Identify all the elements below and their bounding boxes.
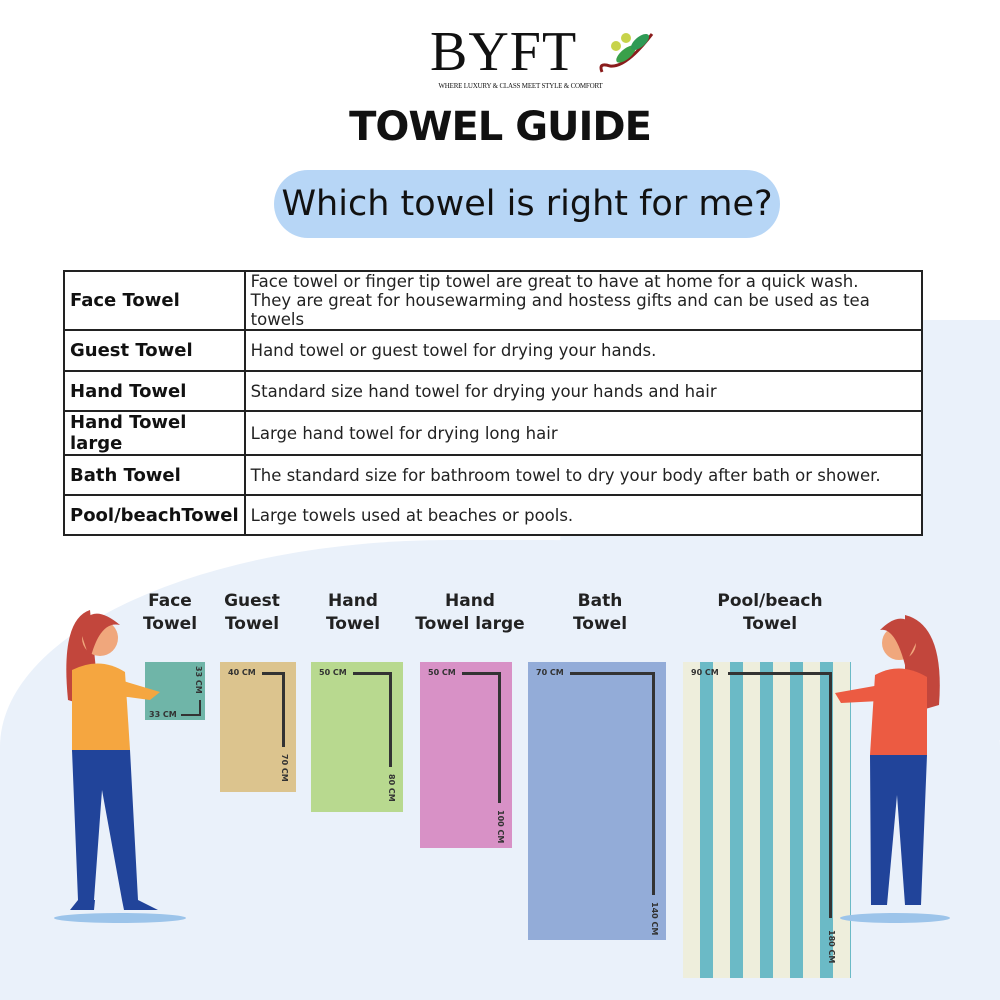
- dim-line: [199, 700, 201, 716]
- height-label: 180 CM: [827, 930, 836, 964]
- label-line: Towel: [742, 614, 798, 634]
- towel-name: Hand Towel: [63, 370, 246, 412]
- label-line: Towel: [325, 614, 381, 634]
- towel-label: Face Towel: [143, 590, 197, 636]
- label-line: Hand: [445, 591, 495, 611]
- width-label: 90 CM: [691, 668, 719, 677]
- label-line: Guest: [224, 591, 280, 611]
- height-label: 80 CM: [387, 774, 396, 802]
- dim-line: [262, 672, 284, 675]
- towel-label: Hand Towel: [326, 590, 380, 636]
- label-line: Towel: [572, 614, 628, 634]
- towel-desc: Hand towel or guest towel for drying you…: [243, 329, 924, 372]
- width-label: 50 CM: [319, 668, 347, 677]
- width-label: 40 CM: [228, 668, 256, 677]
- height-label: 33 CM: [194, 666, 203, 694]
- woman-left-illustration: [54, 610, 186, 923]
- table-row: Guest Towel Hand towel or guest towel for…: [63, 329, 924, 372]
- label-line: Towel: [224, 614, 280, 634]
- towel-desc: Face towel or finger tip towel are great…: [243, 270, 924, 331]
- brand-logo: BYFT: [430, 21, 578, 83]
- desc-line: They are great for housewarming and host…: [250, 291, 870, 329]
- towel-label: Hand Towel large: [415, 590, 524, 636]
- towel-name: Bath Towel: [63, 454, 246, 496]
- dim-line: [829, 672, 832, 918]
- width-label: 33 CM: [149, 710, 177, 719]
- dim-line: [462, 672, 500, 675]
- table-row: Pool/beachTowel Large towels used at beac…: [63, 494, 924, 536]
- towel-name: Hand Towel large: [63, 410, 246, 456]
- dim-line: [353, 672, 391, 675]
- table-row: Bath Towel The standard size for bathroom…: [63, 454, 924, 496]
- table-row: Face Towel Face towel or finger tip towel…: [63, 270, 924, 331]
- height-label: 100 CM: [496, 810, 505, 844]
- label-line: Hand: [328, 591, 378, 611]
- towel-swatch: 90 CM 180 CM: [683, 662, 851, 978]
- towel-label: Bath Towel: [573, 590, 627, 636]
- towel-swatch: 50 CM 100 CM: [420, 662, 512, 848]
- towel-table: Face Towel Face towel or finger tip towel…: [63, 270, 924, 536]
- brand-tagline: WHERE LUXURY & CLASS MEET STYLE & COMFOR…: [438, 82, 603, 90]
- towel-swatch: 70 CM 140 CM: [528, 662, 666, 940]
- dim-line: [652, 672, 655, 895]
- towel-desc: Large hand towel for drying long hair: [243, 410, 924, 456]
- towel-name: Pool/beachTowel: [63, 494, 246, 536]
- dim-line: [498, 672, 501, 803]
- dim-line: [282, 672, 285, 747]
- label-line: Bath: [577, 591, 623, 611]
- towel-name: Guest Towel: [63, 329, 246, 372]
- towel-desc: The standard size for bathroom towel to …: [243, 454, 924, 496]
- label-line: Towel: [142, 614, 198, 634]
- table-row: Hand Towel large Large hand towel for dry…: [63, 410, 924, 456]
- height-label: 140 CM: [650, 902, 659, 936]
- width-label: 70 CM: [536, 668, 564, 677]
- label-line: Pool/beach: [717, 591, 823, 611]
- label-line: Towel large: [415, 614, 525, 634]
- towel-swatch: 40 CM 70 CM: [220, 662, 296, 792]
- towel-name: Face Towel: [63, 270, 246, 331]
- towel-label: Guest Towel: [224, 590, 280, 636]
- woman-right-illustration: [835, 615, 950, 923]
- desc-line: Face towel or finger tip towel are great…: [250, 272, 859, 291]
- height-label: 70 CM: [280, 754, 289, 782]
- page-title: TOWEL GUIDE: [349, 104, 652, 150]
- towel-label: Pool/beach Towel: [717, 590, 822, 636]
- dim-line: [181, 714, 201, 716]
- width-label: 50 CM: [428, 668, 456, 677]
- dim-line: [728, 672, 831, 675]
- dim-line: [389, 672, 392, 767]
- towel-desc: Standard size hand towel for drying your…: [243, 370, 924, 412]
- subtitle-pill: Which towel is right for me?: [274, 170, 780, 238]
- dim-line: [570, 672, 654, 675]
- table-row: Hand Towel Standard size hand towel for d…: [63, 370, 924, 412]
- label-line: Face: [148, 591, 192, 611]
- leaf-icon: [599, 33, 654, 73]
- towel-desc: Large towels used at beaches or pools.: [243, 494, 924, 536]
- towel-swatch: 50 CM 80 CM: [311, 662, 403, 812]
